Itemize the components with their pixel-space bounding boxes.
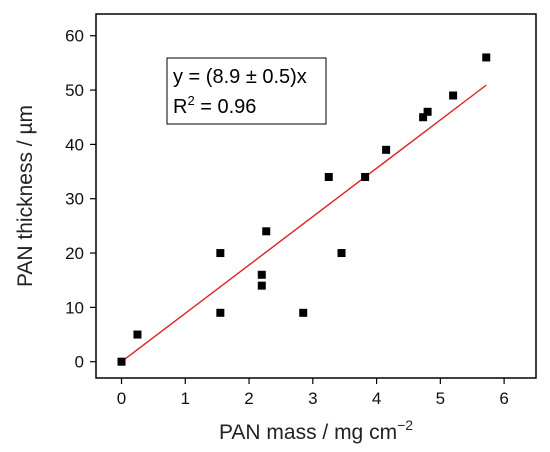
- annotation-equation: y = (8.9 ± 0.5)x: [173, 66, 307, 88]
- x-axis-title: PAN mass / mg cm−2: [219, 417, 413, 444]
- annotation-r-squared: R2 = 0.96: [173, 93, 256, 118]
- data-point: [133, 330, 142, 339]
- x-tick-label: 4: [372, 389, 381, 408]
- y-tick-label: 0: [75, 353, 84, 372]
- annotation-box: [166, 57, 327, 125]
- y-tick-label: 30: [65, 190, 84, 209]
- data-point: [361, 172, 370, 181]
- fit-annotation: y = (8.9 ± 0.5)x R2 = 0.96: [166, 57, 327, 125]
- data-points-layer: [117, 53, 491, 366]
- data-point: [449, 91, 458, 100]
- x-tick-label: 3: [308, 389, 317, 408]
- x-tick-label: 5: [436, 389, 445, 408]
- data-point: [262, 227, 271, 236]
- data-point: [382, 145, 391, 154]
- r2-value: = 0.96: [195, 96, 257, 118]
- y-tick-label: 50: [65, 81, 84, 100]
- fit-line-layer: [121, 84, 487, 363]
- plot-frame: [95, 13, 537, 379]
- data-point: [423, 107, 432, 116]
- y-axis-title: PAN thickness / µm: [14, 105, 37, 287]
- data-point: [117, 357, 126, 366]
- data-point: [337, 249, 346, 258]
- fit-line: [121, 84, 487, 363]
- data-point: [324, 172, 333, 181]
- x-tick-label: 0: [117, 389, 126, 408]
- y-tick-label: 20: [65, 244, 84, 263]
- data-point: [216, 249, 225, 258]
- x-axis-title-text: PAN mass / mg cm: [219, 421, 397, 444]
- data-point: [257, 270, 266, 279]
- data-point: [257, 281, 266, 290]
- y-axis-ticks: 0 10 20 30 40 50 60: [65, 27, 96, 372]
- x-axis-ticks: 0 1 2 3 4 5 6: [117, 378, 509, 408]
- x-tick-label: 6: [499, 389, 508, 408]
- x-axis-title-superscript: −2: [397, 417, 413, 433]
- r2-prefix: R: [173, 96, 187, 118]
- data-point: [299, 308, 308, 317]
- data-point: [216, 308, 225, 317]
- r2-superscript: 2: [187, 93, 194, 108]
- data-point: [419, 113, 428, 122]
- y-tick-label: 60: [65, 27, 84, 46]
- y-tick-label: 40: [65, 135, 84, 154]
- x-tick-label: 1: [181, 389, 190, 408]
- x-tick-label: 2: [244, 389, 253, 408]
- data-point: [482, 53, 491, 62]
- y-tick-label: 10: [65, 298, 84, 317]
